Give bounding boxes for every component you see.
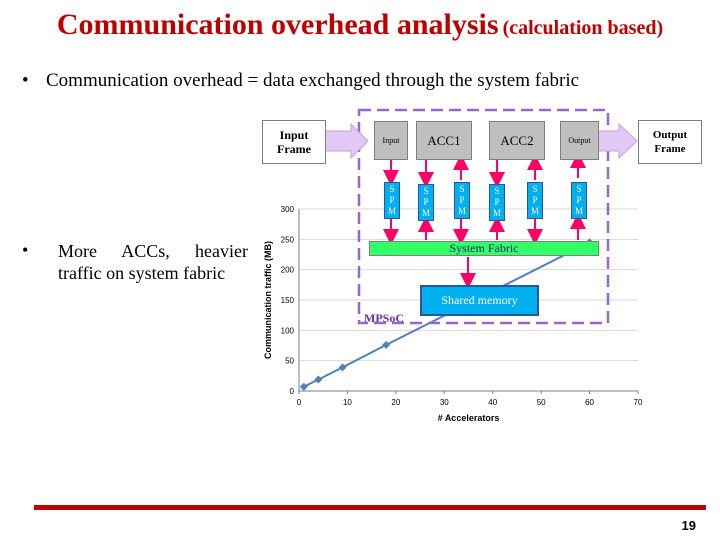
y-tick-label: 50 bbox=[285, 357, 294, 366]
acc2-label: ACC2 bbox=[500, 132, 534, 148]
input-frame-label: Input Frame bbox=[277, 128, 311, 156]
output-block: Output bbox=[560, 121, 599, 160]
input-frame-box: Input Frame bbox=[262, 120, 326, 164]
acc1-label: ACC1 bbox=[427, 132, 461, 148]
spm-label: S P M bbox=[388, 184, 397, 216]
acc2-block: ACC2 bbox=[489, 121, 545, 160]
x-axis-label: # Accelerators bbox=[438, 413, 500, 423]
y-axis-label: Communication traffic (MB) bbox=[263, 241, 273, 359]
bullet-text: Communication overhead = data exchanged … bbox=[46, 70, 580, 91]
slide-title: Communication overhead analysis (calcula… bbox=[0, 8, 720, 42]
y-tick-label: 100 bbox=[281, 326, 295, 335]
system-fabric-bar: System Fabric bbox=[369, 241, 599, 256]
spm-block-2: S P M bbox=[418, 184, 434, 221]
spm-label: S P M bbox=[458, 184, 467, 216]
output-frame-label: Output Frame bbox=[652, 129, 688, 155]
data-point bbox=[314, 375, 323, 384]
y-tick-label: 150 bbox=[281, 296, 295, 305]
acc1-block: ACC1 bbox=[416, 121, 472, 160]
data-point bbox=[382, 340, 391, 349]
traffic-chart-svg: 0 50 100 150 200 250 300 0 10 20 30 40 50 60 70 # Acce… bbox=[263, 205, 643, 423]
x-tick-label: 20 bbox=[391, 398, 400, 407]
spm-block-6: S P M bbox=[571, 182, 587, 219]
bullet-marker: • bbox=[22, 70, 29, 91]
output-frame-box: Output Frame bbox=[638, 120, 702, 164]
spm-block-4: S P M bbox=[489, 184, 505, 221]
spm-label: S P M bbox=[493, 186, 502, 218]
output-block-label: Output bbox=[568, 136, 591, 145]
footer-divider bbox=[34, 505, 706, 510]
shared-memory-block: Shared memory bbox=[420, 285, 539, 316]
x-tick-label: 0 bbox=[297, 398, 302, 407]
spm-label: S P M bbox=[531, 184, 540, 216]
input-arrow-icon bbox=[318, 122, 369, 160]
data-point bbox=[338, 363, 347, 372]
bullet-marker: • bbox=[22, 240, 29, 260]
bullet-communication-overhead: • Communication overhead = data exchanged… bbox=[22, 70, 579, 92]
data-point bbox=[299, 382, 308, 391]
y-tick-label: 250 bbox=[281, 235, 295, 244]
input-block: Input bbox=[374, 121, 408, 160]
page-number: 19 bbox=[681, 518, 696, 533]
x-tick-label: 60 bbox=[585, 398, 594, 407]
x-tick-label: 40 bbox=[488, 398, 497, 407]
spm-block-5: S P M bbox=[527, 182, 543, 219]
bullet-text: More ACCs, heavier traffic on system fab… bbox=[58, 241, 248, 283]
y-tick-label: 200 bbox=[281, 266, 295, 275]
y-tick-label: 0 bbox=[290, 387, 295, 396]
spm-block-1: S P M bbox=[384, 182, 400, 219]
mpsoc-label: MPSoC bbox=[364, 311, 404, 325]
x-tick-label: 50 bbox=[537, 398, 546, 407]
title-main: Communication overhead analysis bbox=[56, 8, 499, 41]
x-tick-label: 70 bbox=[634, 398, 643, 407]
spm-label: S P M bbox=[422, 186, 431, 218]
traffic-chart: 0 50 100 150 200 250 300 0 10 20 30 40 50 60 70 # Acce… bbox=[255, 195, 655, 440]
spm-block-3: S P M bbox=[454, 182, 470, 219]
input-block-label: Input bbox=[382, 136, 400, 145]
x-tick-label: 10 bbox=[343, 398, 352, 407]
y-tick-label: 300 bbox=[281, 205, 295, 214]
shared-memory-label: Shared memory bbox=[441, 293, 518, 307]
x-tick-label: 30 bbox=[440, 398, 449, 407]
system-fabric-label: System Fabric bbox=[449, 241, 519, 255]
spm-label: S P M bbox=[575, 184, 584, 216]
title-sub: (calculation based) bbox=[502, 17, 664, 39]
output-arrow-icon bbox=[596, 122, 638, 160]
